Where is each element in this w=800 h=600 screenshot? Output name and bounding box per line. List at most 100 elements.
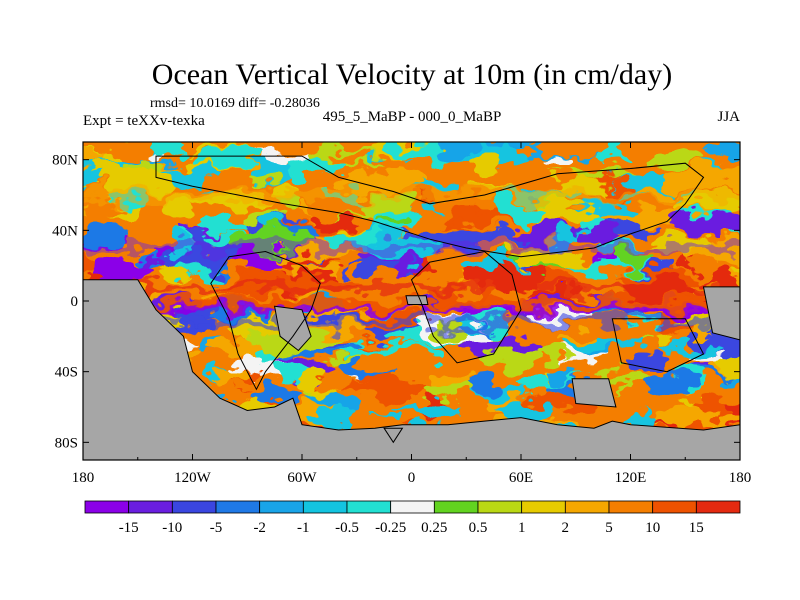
field-cell [249, 388, 302, 403]
field-cell [299, 368, 324, 389]
southern-landmass [83, 279, 740, 460]
x-tick-label: 120E [615, 470, 647, 486]
island-60w [274, 306, 312, 351]
x-tick-label: 180 [72, 470, 95, 486]
field-cell [308, 405, 350, 422]
field-band [83, 283, 740, 291]
field-cell [87, 195, 117, 221]
field-cell [664, 166, 740, 191]
colorbar-swatch [564, 500, 610, 514]
field-cell [253, 215, 286, 231]
field-band [83, 189, 740, 201]
field-cell [544, 154, 577, 167]
y-axis: 80N 40N 0 40S 80S [52, 153, 740, 451]
field-cell [83, 147, 108, 163]
north-continent-coast [155, 155, 705, 258]
field-cell [439, 142, 477, 158]
field-band [83, 243, 740, 253]
stats-text: rmsd= 10.0169 diff= -0.28036 [150, 96, 320, 111]
field-cell [181, 272, 254, 279]
field-cell [388, 259, 408, 275]
field-cell [673, 213, 740, 235]
colorbar-label: -1 [297, 520, 310, 536]
colorbar-label: -0.25 [375, 520, 406, 536]
colorbar-swatch [128, 500, 173, 514]
field-cell [462, 221, 517, 228]
colorbar-label: 2 [562, 520, 570, 536]
field-cell [609, 249, 656, 270]
island-east-edge [703, 286, 740, 340]
field-cell [447, 177, 537, 188]
colorbar-swatch [171, 500, 217, 514]
colorbar-swatch [695, 500, 741, 514]
field-cell [555, 332, 592, 340]
field-cell [583, 228, 624, 243]
field-cell [549, 367, 573, 380]
field-cell [642, 374, 694, 392]
field-cell [533, 142, 615, 154]
field-cell [699, 394, 734, 420]
colorbar-swatch [608, 500, 654, 514]
field-cell [337, 150, 366, 167]
field-cell [324, 376, 361, 389]
field-cell [468, 264, 550, 287]
island-0e [406, 295, 428, 305]
field-cell [361, 372, 392, 381]
colorbar-label: -10 [162, 520, 182, 536]
field-cell [249, 179, 281, 186]
island-0e-coast [405, 295, 429, 305]
land-mask [83, 279, 740, 460]
field-cell [282, 158, 344, 180]
y-tick-label: 40S [55, 365, 78, 381]
x-tick-label: 60E [509, 470, 533, 486]
chart-title: Ocean Vertical Velocity at 10m (in cm/da… [152, 58, 672, 91]
field-cell [321, 333, 339, 342]
colorbar-label: -5 [210, 520, 223, 536]
african-continent-coast [410, 250, 522, 364]
field-cell [524, 172, 557, 193]
field-cell [532, 347, 568, 360]
experiment-label: Expt = teXXv-texka [83, 113, 205, 129]
field-cell [255, 145, 327, 153]
colorbar-label: -0.5 [335, 520, 359, 536]
colorbar-swatch [84, 500, 130, 514]
colorbar-swatch [652, 500, 697, 514]
x-tick-label: 180 [729, 470, 752, 486]
y-tick-label: 40N [52, 223, 78, 239]
field-cell [469, 157, 500, 174]
field-cell [513, 378, 540, 397]
field-cell [83, 253, 102, 272]
australian-continent-coast [611, 318, 705, 373]
field-cell [721, 146, 740, 155]
field-cell [492, 199, 548, 221]
island-100e [572, 378, 616, 407]
y-tick-label: 80S [55, 435, 78, 451]
colorbar-label: 15 [689, 520, 704, 536]
x-tick-label: 60W [287, 470, 317, 486]
colorbar-label: -2 [253, 520, 266, 536]
island-south [384, 428, 403, 443]
colorbar-swatch [302, 500, 348, 514]
field-cell [714, 350, 740, 376]
field-cell [362, 351, 438, 371]
field-cell [208, 368, 248, 381]
colorbar-label: 0.5 [469, 520, 488, 536]
field-cell [334, 174, 420, 194]
colorbar-label: 5 [605, 520, 613, 536]
field-cell [370, 156, 411, 168]
colorbar-swatch [346, 500, 392, 514]
field-cell [480, 349, 537, 370]
colorbar-label: 0.25 [421, 520, 447, 536]
field-cell [433, 367, 463, 393]
colorbar-swatch [433, 500, 479, 514]
coastline-outlines [83, 155, 740, 460]
season-label: JJA [717, 109, 740, 125]
island-south-coast [383, 427, 404, 444]
island-east-edge-coast [702, 286, 740, 341]
american-continent-coast [210, 250, 321, 391]
southern-landmass-coast [83, 279, 740, 460]
colorbar-swatch [215, 500, 261, 514]
velocity-field [83, 142, 740, 460]
field-cell [267, 361, 307, 385]
